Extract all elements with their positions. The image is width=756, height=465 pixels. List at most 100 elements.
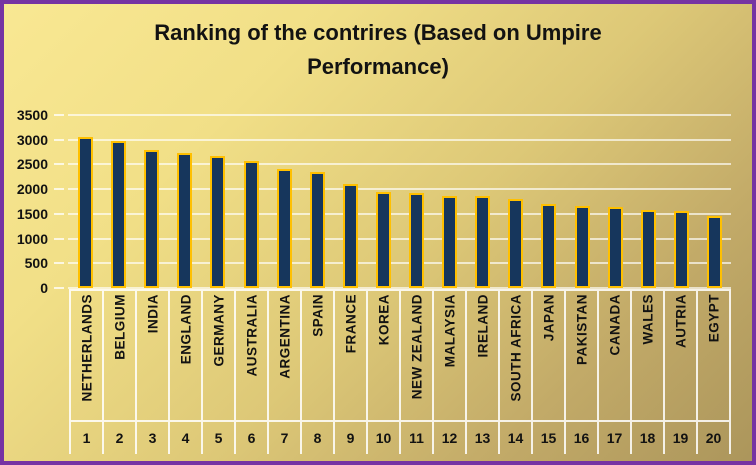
bar-canada bbox=[607, 207, 623, 288]
rank-label: 2 bbox=[102, 422, 135, 454]
bar-australia bbox=[243, 161, 259, 288]
gridline bbox=[68, 114, 731, 116]
category-cell: CANADA bbox=[597, 291, 630, 420]
rank-label: 11 bbox=[399, 422, 432, 454]
category-cell: AUTRIA bbox=[663, 291, 696, 420]
y-tick-label: 500 bbox=[24, 255, 48, 272]
y-tick-mark bbox=[54, 262, 64, 265]
category-cell: ENGLAND bbox=[168, 291, 201, 420]
y-tick-mark bbox=[54, 188, 64, 191]
category-cell: FRANCE bbox=[333, 291, 366, 420]
bar-england bbox=[177, 153, 193, 288]
category-cell: KOREA bbox=[366, 291, 399, 420]
rank-label: 3 bbox=[135, 422, 168, 454]
y-tick-mark bbox=[54, 114, 64, 116]
rank-label: 17 bbox=[597, 422, 630, 454]
bar-egypt bbox=[706, 216, 722, 288]
rank-label: 15 bbox=[531, 422, 564, 454]
y-tick-label: 1500 bbox=[16, 205, 48, 222]
y-tick-label: 3000 bbox=[16, 131, 48, 148]
rank-label: 14 bbox=[498, 422, 531, 454]
gridline bbox=[68, 287, 731, 289]
rank-label: 8 bbox=[300, 422, 333, 454]
rank-label: 7 bbox=[267, 422, 300, 454]
bar-belgium bbox=[111, 141, 127, 288]
category-cell: IRELAND bbox=[465, 291, 498, 420]
category-label: WALES bbox=[640, 294, 655, 345]
category-label: GERMANY bbox=[211, 294, 226, 367]
y-tick-label: 2500 bbox=[16, 156, 48, 173]
rank-label: 4 bbox=[168, 422, 201, 454]
bar-india bbox=[144, 150, 160, 288]
gridline bbox=[68, 237, 731, 240]
category-cell: WALES bbox=[630, 291, 663, 420]
y-tick-mark bbox=[54, 287, 64, 289]
category-cell: ARGENTINA bbox=[267, 291, 300, 420]
category-label: MALAYSIA bbox=[442, 294, 457, 368]
category-cell: JAPAN bbox=[531, 291, 564, 420]
y-tick-mark bbox=[54, 237, 64, 240]
category-label: BELGIUM bbox=[112, 294, 127, 360]
rank-label: 9 bbox=[333, 422, 366, 454]
category-label: IRELAND bbox=[475, 294, 490, 358]
bar-france bbox=[342, 184, 358, 288]
category-cell: GERMANY bbox=[201, 291, 234, 420]
category-label: CANADA bbox=[607, 294, 622, 356]
y-tick-label: 3500 bbox=[16, 107, 48, 123]
bar-pakistan bbox=[574, 206, 590, 288]
category-label: INDIA bbox=[145, 294, 160, 334]
y-tick-mark bbox=[54, 163, 64, 166]
y-tick-label: 2000 bbox=[16, 181, 48, 198]
category-cell: INDIA bbox=[135, 291, 168, 420]
category-cell: MALAYSIA bbox=[432, 291, 465, 420]
category-name-row: NETHERLANDS BELGIUM INDIA ENGLAND GERMANY AUS… bbox=[69, 289, 731, 420]
y-tick-mark bbox=[54, 212, 64, 215]
gridline bbox=[68, 262, 731, 265]
bar-south-africa bbox=[508, 199, 524, 288]
category-label: FRANCE bbox=[343, 294, 358, 354]
category-cell: BELGIUM bbox=[102, 291, 135, 420]
rank-label: 19 bbox=[663, 422, 696, 454]
category-label: KOREA bbox=[376, 294, 391, 346]
bar-korea bbox=[375, 192, 391, 288]
bar-new-zealand bbox=[409, 193, 425, 288]
category-label: SOUTH AFRICA bbox=[508, 294, 523, 402]
rank-label: 10 bbox=[366, 422, 399, 454]
gridline bbox=[68, 163, 731, 166]
chart-title: Ranking of the contrires (Based on Umpir… bbox=[154, 20, 602, 80]
category-cell: SOUTH AFRICA bbox=[498, 291, 531, 420]
rank-label: 13 bbox=[465, 422, 498, 454]
category-label: AUTRIA bbox=[673, 294, 688, 348]
category-label: ENGLAND bbox=[178, 294, 193, 365]
bar-germany bbox=[210, 156, 226, 288]
bar-netherlands bbox=[78, 137, 94, 288]
category-label: PAKISTAN bbox=[574, 294, 589, 365]
category-axis: NETHERLANDS BELGIUM INDIA ENGLAND GERMANY AUS… bbox=[69, 289, 731, 454]
bar-japan bbox=[541, 204, 557, 288]
y-tick-mark bbox=[54, 138, 64, 141]
rank-label: 6 bbox=[234, 422, 267, 454]
category-rank-row: 1 2 3 4 5 6 7 8 9 10 11 12 13 14 15 16 17 18 19 20 bbox=[69, 420, 731, 454]
category-label: SPAIN bbox=[310, 294, 325, 337]
bar-ireland bbox=[475, 196, 491, 288]
category-label: EGYPT bbox=[706, 294, 721, 343]
category-cell: SPAIN bbox=[300, 291, 333, 420]
bar-argentina bbox=[276, 169, 292, 288]
gridline bbox=[68, 188, 731, 191]
category-cell: NETHERLANDS bbox=[69, 291, 102, 420]
category-label: AUSTRALIA bbox=[244, 294, 259, 377]
rank-label: 20 bbox=[696, 422, 729, 454]
y-tick-label: 1000 bbox=[16, 230, 48, 247]
category-label: NETHERLANDS bbox=[79, 294, 94, 402]
category-cell: PAKISTAN bbox=[564, 291, 597, 420]
category-label: JAPAN bbox=[541, 294, 556, 342]
category-cell: AUSTRALIA bbox=[234, 291, 267, 420]
bar-wales bbox=[640, 210, 656, 288]
bar-autria bbox=[673, 211, 689, 288]
rank-label: 1 bbox=[69, 422, 102, 454]
plot-area bbox=[68, 114, 731, 289]
category-label: NEW ZEALAND bbox=[409, 294, 424, 400]
y-tick-label: 0 bbox=[40, 280, 48, 296]
category-cell: EGYPT bbox=[696, 291, 729, 420]
